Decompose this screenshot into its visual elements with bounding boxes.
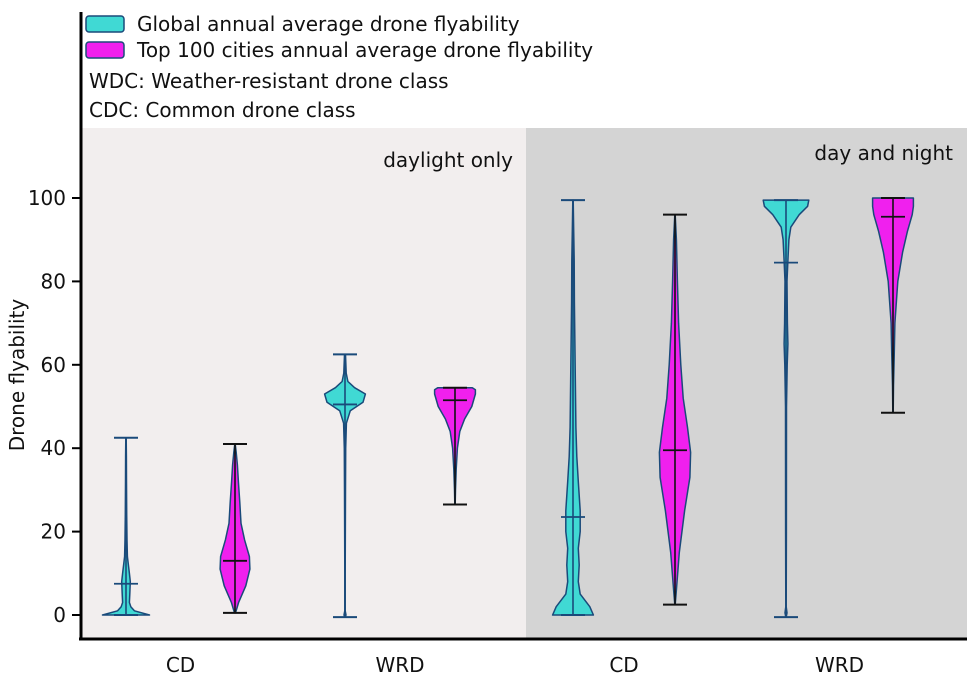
- y-tick-label: 20: [41, 520, 66, 544]
- legend-note-cdc: CDC: Common drone class: [89, 98, 356, 122]
- y-ticks: 0 20 40 60 80 100: [28, 186, 81, 627]
- y-tick-label: 0: [53, 603, 66, 627]
- x-tick-label: CD: [166, 653, 195, 677]
- y-tick-label: 80: [41, 269, 66, 293]
- x-ticks: CD WRD CD WRD: [166, 653, 864, 677]
- panel-daylight-bg: [81, 128, 526, 639]
- x-tick-label: WRD: [375, 653, 424, 677]
- legend-swatch-global: [85, 15, 125, 33]
- legend-swatch-top100: [85, 41, 125, 59]
- x-tick-label: CD: [609, 653, 638, 677]
- legend: Global annual average drone flyability T…: [85, 12, 593, 122]
- y-axis-label: Drone flyability: [5, 299, 29, 452]
- panel-label-day-night: day and night: [814, 141, 953, 165]
- violins-layer: [101, 197, 915, 619]
- y-tick-label: 60: [41, 353, 66, 377]
- y-tick-label: 100: [28, 186, 66, 210]
- panel-label-daylight: daylight only: [383, 148, 513, 172]
- x-tick-label: WRD: [815, 653, 864, 677]
- legend-note-wdc: WDC: Weather-resistant drone class: [89, 69, 449, 93]
- legend-label-top100: Top 100 cities annual average drone flya…: [136, 38, 593, 62]
- legend-label-global: Global annual average drone flyability: [137, 12, 520, 36]
- y-tick-label: 40: [41, 436, 66, 460]
